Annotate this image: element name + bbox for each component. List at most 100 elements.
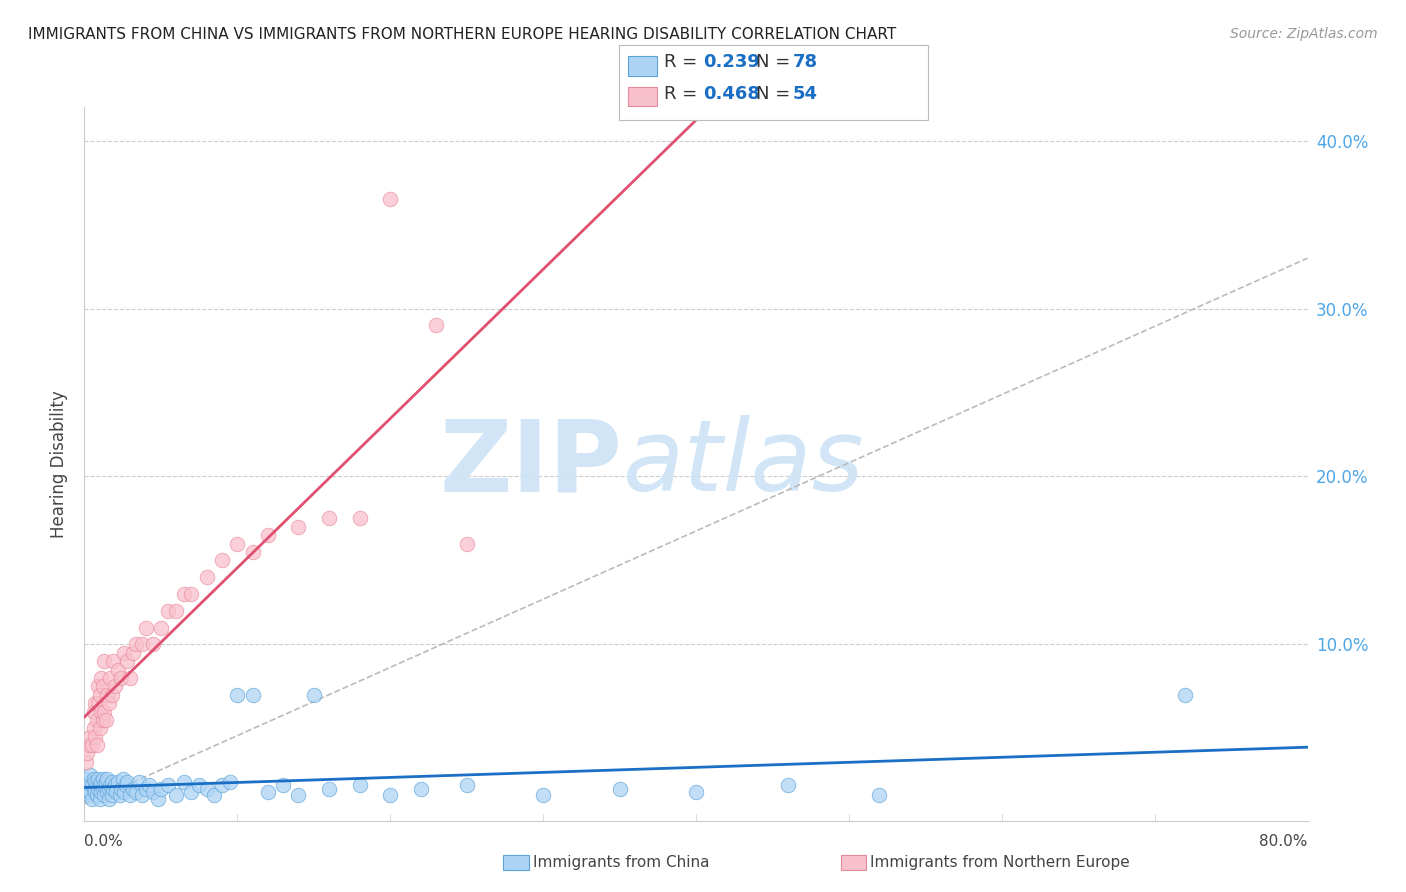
Point bbox=[218, 775, 240, 789]
Point bbox=[75, 772, 97, 786]
Point bbox=[86, 778, 108, 792]
Point bbox=[287, 789, 309, 803]
Point bbox=[86, 738, 108, 752]
Point bbox=[77, 738, 100, 752]
Point bbox=[157, 604, 180, 618]
Point bbox=[89, 688, 111, 702]
Text: Immigrants from China: Immigrants from China bbox=[533, 855, 710, 870]
Point bbox=[302, 688, 325, 702]
Point bbox=[120, 671, 142, 685]
Point bbox=[84, 775, 107, 789]
Point bbox=[409, 781, 432, 796]
Point bbox=[165, 789, 187, 803]
Point bbox=[125, 785, 148, 799]
Point bbox=[318, 511, 340, 525]
Text: R =: R = bbox=[664, 54, 703, 71]
Point bbox=[76, 780, 98, 794]
Point bbox=[87, 781, 110, 796]
Point bbox=[76, 747, 98, 761]
Point bbox=[173, 587, 195, 601]
Point bbox=[96, 688, 118, 702]
Point bbox=[104, 778, 127, 792]
Text: Source: ZipAtlas.com: Source: ZipAtlas.com bbox=[1230, 27, 1378, 41]
Point bbox=[87, 772, 110, 786]
Point bbox=[165, 604, 187, 618]
Point bbox=[202, 789, 225, 803]
Point bbox=[131, 637, 153, 651]
Point bbox=[86, 713, 108, 727]
Point bbox=[93, 705, 115, 719]
Point bbox=[108, 789, 131, 803]
Point bbox=[104, 679, 127, 693]
Point bbox=[98, 778, 121, 792]
Point bbox=[135, 621, 157, 635]
Point bbox=[96, 772, 118, 786]
Text: 0.468: 0.468 bbox=[703, 85, 761, 103]
Point bbox=[380, 193, 402, 207]
Point bbox=[101, 789, 124, 803]
Point bbox=[226, 688, 249, 702]
Point bbox=[90, 775, 112, 789]
Point bbox=[173, 775, 195, 789]
Text: 80.0%: 80.0% bbox=[1260, 834, 1308, 849]
Point bbox=[242, 545, 264, 559]
Point bbox=[94, 775, 117, 789]
Point bbox=[84, 785, 107, 799]
Point bbox=[531, 789, 554, 803]
Point bbox=[103, 781, 125, 796]
Point bbox=[180, 587, 202, 601]
Point bbox=[456, 536, 478, 550]
Point bbox=[110, 671, 132, 685]
Point bbox=[226, 536, 249, 550]
Point bbox=[80, 778, 103, 792]
Point bbox=[94, 713, 117, 727]
Point bbox=[87, 696, 110, 710]
Point bbox=[195, 570, 218, 584]
Point bbox=[89, 778, 111, 792]
Point bbox=[112, 785, 135, 799]
Point bbox=[80, 738, 103, 752]
Point bbox=[122, 646, 145, 660]
Point bbox=[79, 768, 101, 782]
Point bbox=[135, 781, 157, 796]
Point bbox=[157, 778, 180, 792]
Point bbox=[97, 696, 120, 710]
Point bbox=[79, 785, 101, 799]
Point bbox=[115, 654, 138, 668]
Point bbox=[90, 705, 112, 719]
Point bbox=[1174, 688, 1197, 702]
Text: ZIP: ZIP bbox=[440, 416, 623, 512]
Point bbox=[105, 785, 128, 799]
Point bbox=[84, 696, 107, 710]
Point bbox=[90, 785, 112, 799]
Point bbox=[111, 772, 134, 786]
Point bbox=[869, 789, 891, 803]
Point bbox=[91, 781, 114, 796]
Point bbox=[97, 781, 120, 796]
Point bbox=[257, 785, 280, 799]
Point bbox=[138, 778, 160, 792]
Point bbox=[318, 781, 340, 796]
Point bbox=[83, 721, 105, 735]
Point bbox=[287, 520, 309, 534]
Text: IMMIGRANTS FROM CHINA VS IMMIGRANTS FROM NORTHERN EUROPE HEARING DISABILITY CORR: IMMIGRANTS FROM CHINA VS IMMIGRANTS FROM… bbox=[28, 27, 897, 42]
Point bbox=[425, 318, 447, 333]
Point bbox=[101, 775, 124, 789]
Point bbox=[107, 775, 129, 789]
Text: N =: N = bbox=[756, 54, 796, 71]
Point bbox=[77, 789, 100, 803]
Text: R =: R = bbox=[664, 85, 703, 103]
Point bbox=[149, 621, 172, 635]
Point bbox=[84, 730, 107, 744]
Point bbox=[195, 781, 218, 796]
Point bbox=[114, 778, 136, 792]
Point bbox=[349, 778, 371, 792]
Point bbox=[103, 654, 125, 668]
Point bbox=[107, 663, 129, 677]
Point bbox=[96, 785, 118, 799]
Point bbox=[91, 772, 114, 786]
Point bbox=[93, 789, 115, 803]
Point bbox=[142, 785, 165, 799]
Point bbox=[188, 778, 211, 792]
Point bbox=[89, 721, 111, 735]
